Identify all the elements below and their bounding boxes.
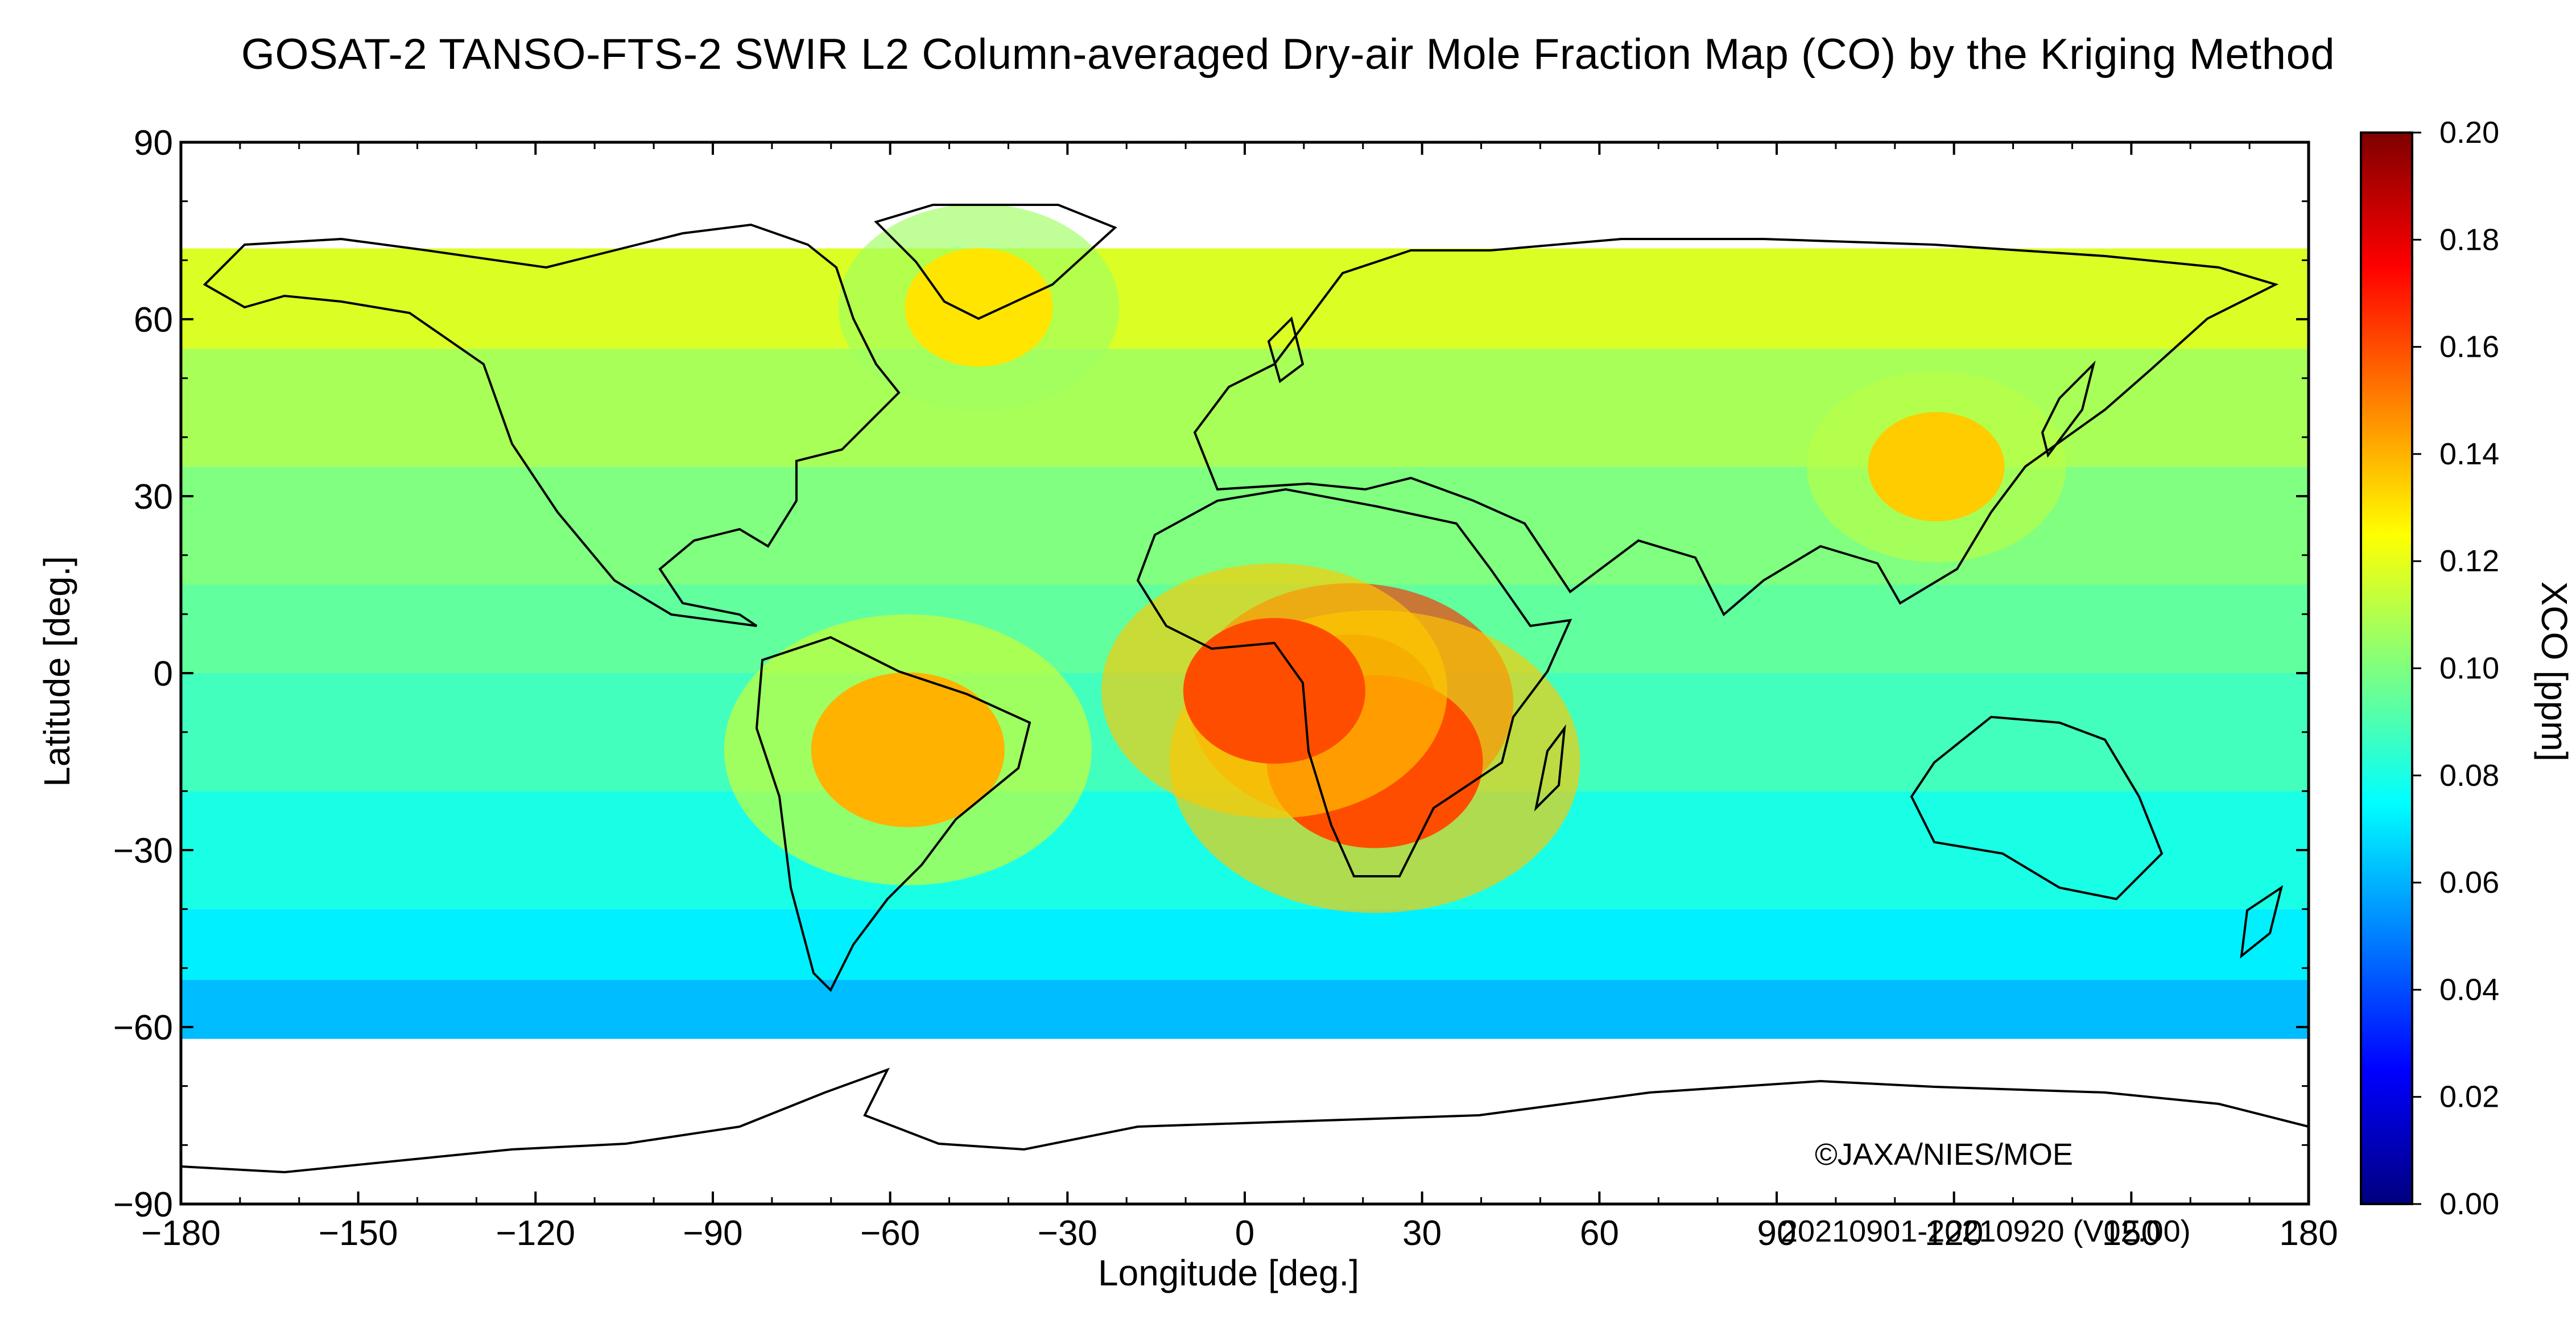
x-tick-label: −90 [683,1214,742,1253]
x-axis-label: Longitude [deg.] [1098,1252,1360,1293]
colorbar-tick-label: 0.08 [2439,758,2499,793]
x-tick-label: −30 [1038,1214,1097,1253]
credit-text: ©JAXA/NIES/MOE [1815,1137,2073,1172]
coastline-north-america [203,223,901,627]
y-tick-label: −60 [113,1008,173,1048]
coastlines [181,204,2309,1174]
x-tick-label: 60 [1580,1214,1619,1253]
map-plot: −180 −150 −120 −90 −60 −30 0 30 60 90 120 150 180 90… [113,123,2338,1253]
colorbar-tick-label: 0.16 [2439,330,2499,364]
x-tick-label: 30 [1402,1214,1442,1253]
coastline-africa [1136,488,1572,877]
y-tick-label: 30 [134,477,173,517]
x-tick-label: −150 [319,1214,398,1253]
colorbar-label: XCO [ppm] [2534,581,2575,762]
y-tick-label: −30 [113,831,173,871]
page-title: GOSAT-2 TANSO-FTS-2 SWIR L2 Column-avera… [241,30,2335,79]
xco-band-6 [181,909,2309,980]
xco-field [181,248,2309,1039]
x-tick-label: 90 [1757,1214,1797,1253]
y-tick-label: 60 [134,300,173,340]
coastline-new-zealand [2240,885,2284,959]
x-axis-ticks: −180 −150 −120 −90 −60 −30 0 30 60 90 120 150 180 [141,142,2338,1253]
coastline-south-america [755,636,1031,992]
colorbar-tick-label: 0.06 [2439,865,2499,900]
period-text: 20210901-20210920 (V02.00) [1781,1214,2191,1248]
coastline-japan [2041,360,2096,458]
x-tick-label: 150 [2102,1214,2161,1253]
colorbar-gradient [2360,131,2413,1205]
hotspot-east-china [1868,412,2005,522]
y-tick-label: 0 [154,654,173,694]
coastline-uk [1267,316,1304,384]
hotspot-gulf-of-guinea [1183,618,1365,764]
y-axis-ticks: 90 60 30 0 −30 −60 −90 [113,123,2309,1225]
coastline-madagascar [1534,724,1566,812]
colorbar: 0.20 0.18 0.16 0.14 0.12 0.10 0.08 0.06 0.04 0.02… [2360,116,2499,1221]
y-tick-label: 90 [134,123,173,163]
hotspot-greenland [905,248,1053,367]
x-tick-label: −180 [141,1214,221,1253]
colorbar-tick-label: 0.02 [2439,1080,2499,1114]
x-tick-label: −60 [860,1214,920,1253]
x-tick-label: −120 [496,1214,576,1253]
coastline-australia [1910,715,2164,901]
xco-band-7 [181,980,2309,1039]
colorbar-tick-label: 0.18 [2439,222,2499,257]
colorbar-tick-label: 0.20 [2439,116,2499,150]
x-tick-label: 0 [1235,1214,1254,1253]
coastline-eurasia [1193,238,2279,617]
hotspot-central-south-america [811,672,1005,827]
xco-band-0 [181,248,2309,349]
x-tick-label: 120 [1925,1214,1983,1253]
y-axis-label: Latitude [deg.] [36,556,77,787]
colorbar-ticks: 0.20 0.18 0.16 0.14 0.12 0.10 0.08 0.06 0.04 0.02… [2412,116,2499,1221]
colorbar-tick-label: 0.04 [2439,972,2499,1007]
colorbar-tick-label: 0.10 [2439,652,2499,686]
colorbar-tick-label: 0.12 [2439,544,2499,578]
colorbar-tick-label: 0.14 [2439,437,2499,471]
colorbar-tick-label: 0.00 [2439,1187,2499,1221]
coastline-antarctica [181,1067,2309,1174]
x-tick-label: 180 [2279,1214,2338,1253]
y-tick-label: −90 [113,1185,173,1225]
coastline-greenland [874,204,1117,320]
